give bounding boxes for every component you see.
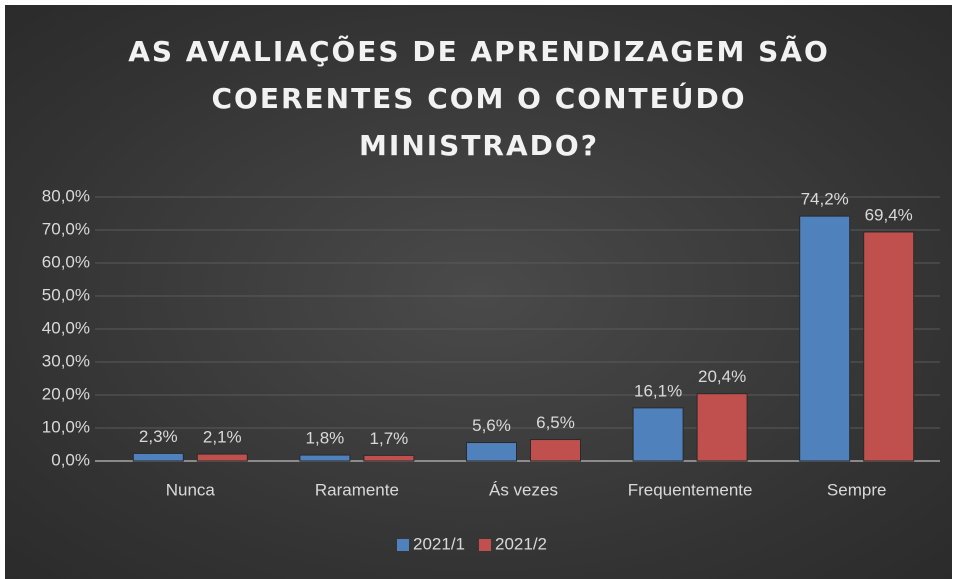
bar [799,215,851,462]
bar [466,442,517,462]
chart-background [5,5,952,579]
x-tick-label: Ás vezes [489,480,558,499]
y-tick-label: 0,0% [51,450,90,469]
bar [530,439,581,462]
value-label: 2,3% [139,427,178,446]
legend-swatch [397,539,409,551]
y-tick-label: 80,0% [42,186,90,205]
x-tick-label: Raramente [315,480,399,499]
bar [299,454,351,462]
bar [632,407,684,462]
value-label: 5,6% [472,416,511,435]
value-label: 69,4% [865,205,913,224]
value-label: 16,1% [634,381,682,400]
legend-label: 2021/1 [413,534,465,553]
y-tick-label: 50,0% [42,285,90,304]
x-tick-label: Frequentemente [628,480,753,499]
legend-swatch [479,539,491,551]
y-tick-label: 60,0% [42,252,90,271]
value-label: 1,7% [370,429,409,448]
value-label: 20,4% [698,367,746,386]
value-label: 1,8% [306,429,345,448]
value-label: 6,5% [536,413,575,432]
value-label: 2,1% [203,428,242,447]
y-tick-label: 30,0% [42,351,90,370]
x-tick-label: Nunca [166,480,216,499]
bar [132,452,184,462]
x-tick-label: Sempre [827,480,887,499]
chart-title: AS AVALIAÇÕES DE APRENDIZAGEM SÃO COEREN… [128,35,830,162]
bar [363,454,415,462]
value-label: 74,2% [801,190,849,209]
y-tick-label: 20,0% [42,384,90,403]
bar [196,453,248,462]
bar [863,231,915,462]
legend-label: 2021/2 [495,534,547,553]
y-tick-label: 10,0% [42,417,90,436]
y-tick-label: 70,0% [42,219,90,238]
y-tick-label: 40,0% [42,318,90,337]
bar [696,393,748,462]
